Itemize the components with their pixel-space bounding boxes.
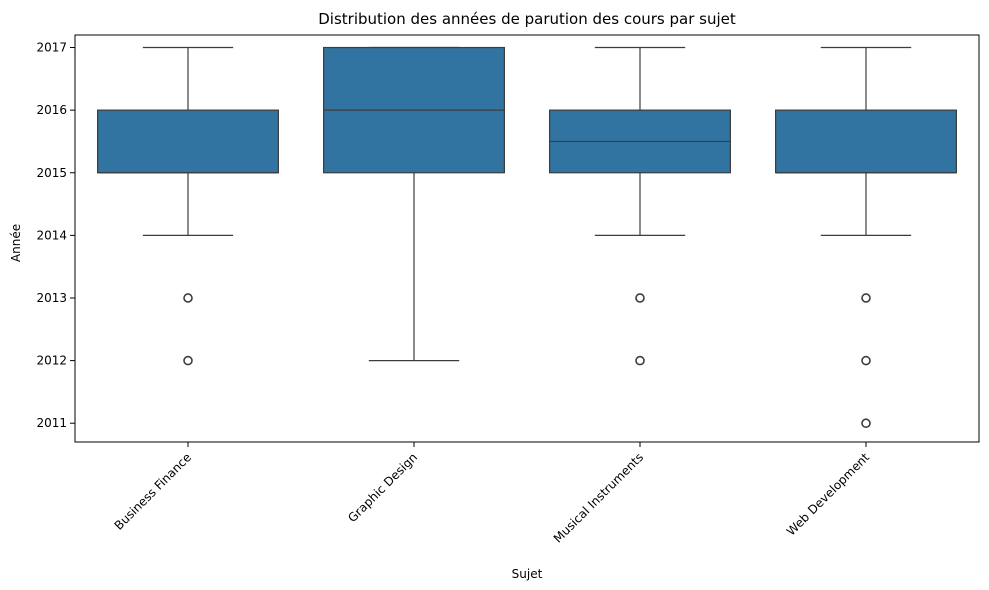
- y-tick-label: 2013: [36, 291, 67, 305]
- outlier-point: [183, 293, 193, 303]
- y-tick-label: 2016: [36, 103, 67, 117]
- box: [774, 109, 957, 174]
- y-tick-label: 2017: [36, 41, 67, 55]
- x-tick-label: Web Development: [784, 450, 872, 538]
- outlier-point: [635, 293, 645, 303]
- outlier-point: [861, 418, 871, 429]
- x-tick-label: Graphic Design: [345, 450, 420, 525]
- plot-frame: [74, 34, 980, 443]
- y-tick-label: 2012: [36, 354, 67, 368]
- x-tick-label: Business Finance: [112, 450, 194, 532]
- y-tick-label: 2014: [36, 228, 67, 242]
- outlier-point: [183, 355, 193, 366]
- y-tick-label: 2011: [36, 416, 67, 430]
- outlier-point: [861, 293, 871, 303]
- y-axis-label: Année: [9, 224, 23, 262]
- x-axis-label: Sujet: [512, 567, 543, 581]
- outlier-point: [861, 355, 871, 366]
- outlier-point: [635, 355, 645, 366]
- x-tick-label: Musical Instruments: [551, 450, 646, 545]
- box: [96, 109, 280, 174]
- y-tick-label: 2015: [36, 166, 67, 180]
- plot-area: 2011 2012 2013 2014 2015 2016 2017 Business Fin…: [36, 34, 980, 546]
- chart-title: Distribution des années de parution des …: [318, 10, 736, 28]
